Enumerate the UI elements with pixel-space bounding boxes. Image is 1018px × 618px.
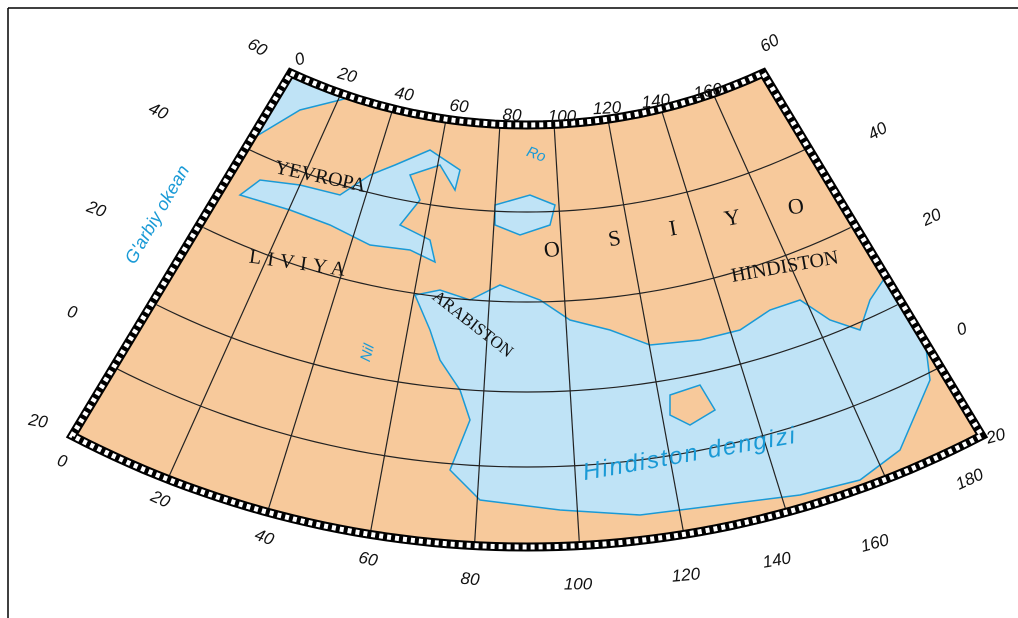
degree-label: 0 xyxy=(65,302,80,323)
degree-label: 160 xyxy=(859,530,892,556)
degree-label: 20 xyxy=(26,410,49,432)
parallel xyxy=(156,304,898,393)
degree-label: 0 xyxy=(292,48,308,69)
degree-label: 0 xyxy=(55,451,70,472)
mediterranean xyxy=(238,149,461,264)
degree-label: 40 xyxy=(393,83,415,105)
meridian xyxy=(266,108,394,513)
degree-label: 60 xyxy=(449,96,470,117)
degree-label: 80 xyxy=(502,105,522,125)
degree-label: 20 xyxy=(147,486,174,512)
degree-label: 40 xyxy=(252,525,277,550)
parallel xyxy=(248,148,806,213)
meridian xyxy=(369,119,447,535)
graticule xyxy=(116,93,938,546)
water-label: Nil xyxy=(357,342,378,364)
degree-label: 60 xyxy=(245,34,271,60)
water-label: Ro xyxy=(524,143,548,166)
degree-label: 60 xyxy=(757,30,783,56)
degree-label: 120 xyxy=(592,98,622,118)
degree-label: 100 xyxy=(564,574,593,593)
meridian xyxy=(712,93,887,480)
degree-label: 40 xyxy=(865,118,891,144)
degree-label: 140 xyxy=(641,90,672,112)
degree-label: 80 xyxy=(460,569,481,590)
island xyxy=(669,384,717,426)
degree-label: 20 xyxy=(983,424,1008,448)
meridian xyxy=(553,124,581,546)
border xyxy=(65,67,989,552)
degree-label: 20 xyxy=(918,204,945,230)
degree-label: 40 xyxy=(146,98,172,123)
meridian xyxy=(607,119,685,535)
degree-label: 140 xyxy=(761,548,793,572)
meridian xyxy=(473,124,501,546)
meridian xyxy=(660,108,788,513)
parallel xyxy=(116,367,938,468)
degree-label: 20 xyxy=(83,197,109,222)
degree-label: 160 xyxy=(692,79,724,103)
degree-label: 120 xyxy=(671,564,701,585)
caspian xyxy=(494,194,556,236)
degree-label: 60 xyxy=(357,548,380,571)
meridian xyxy=(167,93,342,480)
parallel xyxy=(203,226,851,303)
degree-label: 0 xyxy=(954,318,970,339)
degree-label: 180 xyxy=(953,464,987,493)
degree-label: 100 xyxy=(548,106,577,125)
degree-label: 20 xyxy=(335,63,360,87)
